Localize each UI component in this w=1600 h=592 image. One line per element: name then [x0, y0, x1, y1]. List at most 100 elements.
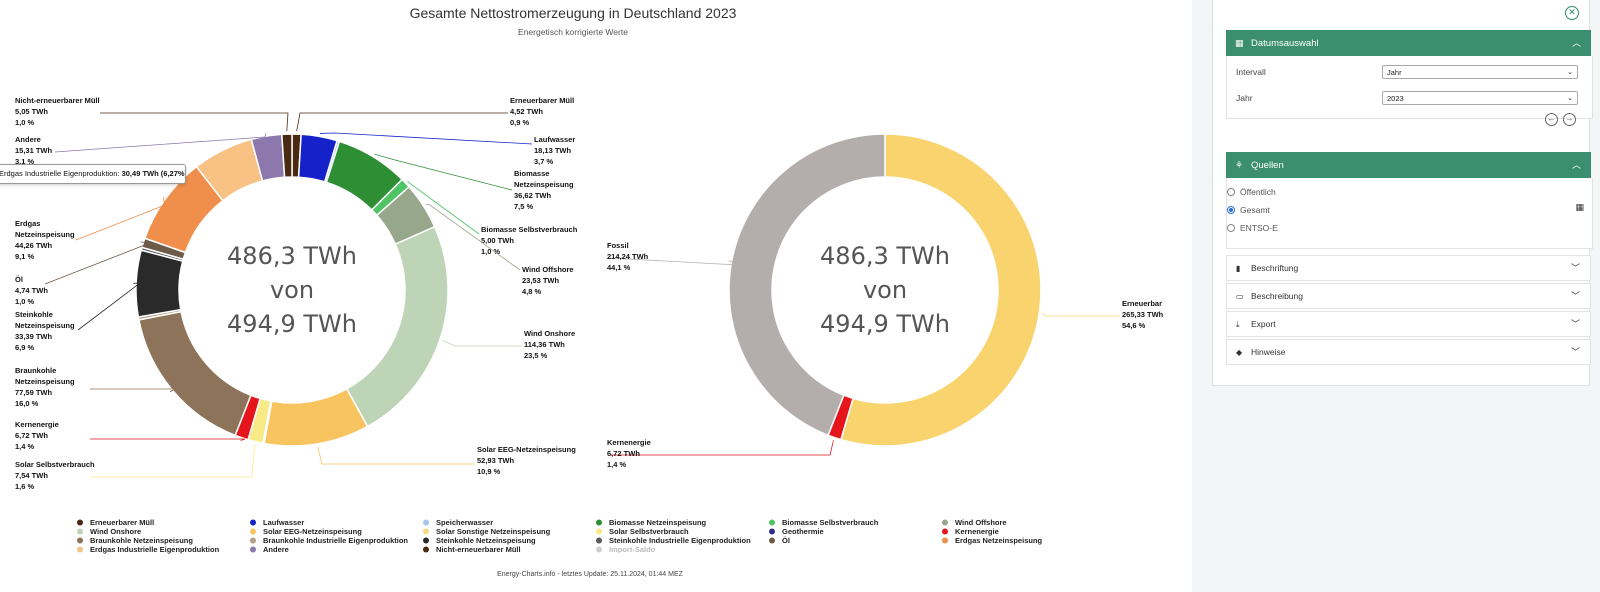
legend-item-braunkohle-industrielle-eigenproduktion[interactable]: Braunkohle Industrielle Eigenproduktion: [263, 536, 408, 545]
tag-icon: ▮: [1236, 264, 1241, 273]
legend-item-solar-selbstverbrauch[interactable]: Solar Selbstverbrauch: [609, 527, 689, 536]
legend-item-laufwasser[interactable]: Laufwasser: [263, 518, 304, 527]
legend-item-kernenergie[interactable]: Kernenergie: [955, 527, 999, 536]
panel-title: Beschreibung: [1251, 291, 1303, 301]
center-text-line: 486,3 TWh: [820, 242, 950, 270]
legend-marker-speicherwasser[interactable]: [423, 519, 429, 526]
slice-steinkohle-netzeinspeisung[interactable]: [135, 249, 184, 318]
legend-marker-oel[interactable]: [769, 537, 775, 544]
radio-gesamt[interactable]: Gesamt: [1227, 204, 1270, 216]
legend-item-biomasse-netzeinspeisung[interactable]: Biomasse Netzeinspeisung: [609, 518, 707, 527]
radio-label: ENTSO-E: [1240, 223, 1278, 233]
legend-marker-erdgas-netzeinspeisung[interactable]: [942, 537, 948, 544]
panel-header-datumsauswahl[interactable]: ▦ Datumsauswahl ︿: [1226, 30, 1591, 56]
legend-item-erdgas-netzeinspeisung[interactable]: Erdgas Netzeinspeisung: [955, 536, 1043, 545]
interval-select[interactable]: Jahr ⌄: [1382, 65, 1578, 79]
legend-marker-steinkohle-netzeinspeisung[interactable]: [423, 537, 429, 544]
legend-marker-solar-sonstige-netzeinspeisung[interactable]: [423, 528, 429, 535]
radio-circle: [1227, 187, 1235, 196]
legend-item-wind-onshore[interactable]: Wind Onshore: [90, 527, 141, 536]
label-solar-eeg-netzeinspeisung: Solar EEG-Netzeinspeisung 52,93 TWh 10,9 %: [477, 445, 576, 476]
legend-item-erdgas-industrielle-eigenproduktion[interactable]: Erdgas Industrielle Eigenproduktion: [90, 545, 220, 554]
legend-item-geothermie[interactable]: Geothermie: [782, 527, 824, 536]
chevron-down-icon: ﹀: [1570, 347, 1580, 357]
legend-marker-nicht-erneuerbarer-muell[interactable]: [423, 546, 429, 553]
label-solar-selbstverbrauch: Solar Selbstverbrauch 7,54 TWh 1,6 %: [15, 460, 95, 491]
legend-marker-wind-onshore[interactable]: [77, 528, 83, 535]
connector-kernenergie: [610, 440, 834, 456]
legend-marker-erneuerbarer-muell[interactable]: [77, 519, 83, 526]
tooltip-value: 30,49 TWh (6,27%): [121, 169, 186, 178]
legend-marker-geothermie[interactable]: [769, 528, 775, 535]
connector-erneuerbarer-muell: [296, 112, 508, 132]
legend-item-speicherwasser[interactable]: Speicherwasser: [436, 518, 493, 527]
slice-nicht-erneuerbarer-muell[interactable]: [280, 133, 293, 179]
panel-hinweise[interactable]: ◆ Hinweise ﹀: [1226, 339, 1591, 365]
slice-erneuerbar[interactable]: [839, 133, 1042, 447]
chevron-up-icon: ︿: [1571, 38, 1581, 48]
note-icon: ▭: [1236, 292, 1244, 301]
legend-item-erneuerbarer-muell[interactable]: Erneuerbarer Müll: [90, 518, 154, 527]
connector-kernenergie: [90, 438, 246, 441]
legend-marker-solar-selbstverbrauch[interactable]: [596, 528, 602, 535]
center-text-line: 494,9 TWh: [227, 310, 357, 338]
panel-export[interactable]: ⤓ Export ﹀: [1226, 311, 1591, 337]
connector-andere: [54, 133, 267, 153]
radio-label: Öffentlich: [1240, 187, 1276, 197]
legend-marker-biomasse-netzeinspeisung[interactable]: [596, 519, 602, 526]
legend-item-solar-sonstige-netzeinspeisung[interactable]: Solar Sonstige Netzeinspeisung: [436, 527, 551, 536]
center-text-line: 494,9 TWh: [820, 310, 950, 338]
legend-marker-steinkohle-industrielle-eigenproduktion[interactable]: [596, 537, 602, 544]
radio-oeffentlich[interactable]: Öffentlich: [1227, 186, 1276, 198]
panel-beschreibung[interactable]: ▭ Beschreibung ﹀: [1226, 283, 1591, 309]
legend-marker-solar-eeg-netzeinspeisung[interactable]: [250, 528, 256, 535]
legend-item-biomasse-selbstverbrauch[interactable]: Biomasse Selbstverbrauch: [782, 518, 879, 527]
panel-title: Export: [1251, 319, 1276, 329]
chevron-up-icon: ︿: [1571, 160, 1581, 170]
radio-entso-e[interactable]: ENTSO-E: [1227, 222, 1278, 234]
chevron-down-icon: ⌄: [1567, 69, 1573, 76]
slice-solar-eeg-netzeinspeisung[interactable]: [263, 387, 369, 447]
connector-solar-eeg-netzeinspeisung: [317, 446, 475, 465]
chart-title: Gesamte Nettostromerzeugung in Deutschla…: [410, 5, 737, 21]
legend-marker-import-saldo[interactable]: [596, 546, 602, 553]
interval-value: Jahr: [1387, 68, 1402, 77]
legend-marker-biomasse-selbstverbrauch[interactable]: [769, 519, 775, 526]
interval-label: Intervall: [1236, 67, 1266, 77]
legend-item-solar-eeg-netzeinspeisung[interactable]: Solar EEG-Netzeinspeisung: [263, 527, 362, 536]
legend-marker-erdgas-industrielle-eigenproduktion[interactable]: [77, 546, 83, 553]
slice-wind-onshore[interactable]: [345, 225, 449, 428]
legend-marker-wind-offshore[interactable]: [942, 519, 948, 526]
legend-item-steinkohle-netzeinspeisung[interactable]: Steinkohle Netzeinspeisung: [436, 536, 536, 545]
center-text-line: von: [863, 276, 907, 304]
legend-item-andere[interactable]: Andere: [263, 545, 289, 554]
connector-wind-offshore: [425, 203, 521, 271]
legend-item-oel[interactable]: Öl: [782, 536, 790, 545]
calendar-icon: ▦: [1235, 38, 1244, 48]
legend-item-import-saldo[interactable]: Import-Saldo: [609, 545, 656, 554]
legend-marker-laufwasser[interactable]: [250, 519, 256, 526]
previous-arrow-icon[interactable]: ←: [1545, 113, 1558, 126]
connector-braunkohle-netzeinspeisung: [90, 388, 177, 393]
legend-marker-kernenergie[interactable]: [942, 528, 948, 535]
panel-beschriftung[interactable]: ▮ Beschriftung ﹀: [1226, 255, 1591, 281]
legend-item-nicht-erneuerbarer-muell[interactable]: Nicht-erneuerbarer Müll: [436, 545, 521, 554]
sidebar: ✕ ▦ Datumsauswahl ︿ Intervall Jahr ⌄ Jahr …: [1212, 0, 1593, 386]
close-icon[interactable]: ✕: [1565, 6, 1579, 20]
legend-marker-braunkohle-netzeinspeisung[interactable]: [77, 537, 83, 544]
label-oel: Öl 4,74 TWh 1,0 %: [15, 275, 48, 306]
legend-item-steinkohle-industrielle-eigenproduktion[interactable]: Steinkohle Industrielle Eigenproduktion: [609, 536, 751, 545]
legend-marker-braunkohle-industrielle-eigenproduktion[interactable]: [250, 537, 256, 544]
label-erneuerbar: Erneuerbar 265,33 TWh 54,6 %: [1122, 299, 1164, 330]
radio-label: Gesamt: [1240, 205, 1270, 215]
panel-header-quellen[interactable]: ⚘ Quellen ︿: [1226, 152, 1591, 178]
slice-fossil[interactable]: [728, 133, 886, 437]
center-text-line: von: [270, 276, 314, 304]
year-select[interactable]: 2023 ⌄: [1382, 91, 1578, 105]
chart-legend: Erneuerbarer Müll Laufwasser Speicherwasse…: [77, 518, 1043, 554]
legend-item-braunkohle-netzeinspeisung[interactable]: Braunkohle Netzeinspeisung: [90, 536, 193, 545]
legend-item-wind-offshore[interactable]: Wind Offshore: [955, 518, 1007, 527]
calendar-icon[interactable]: ▦: [1575, 202, 1584, 212]
legend-marker-andere[interactable]: [250, 546, 256, 553]
next-arrow-icon[interactable]: →: [1563, 113, 1576, 126]
